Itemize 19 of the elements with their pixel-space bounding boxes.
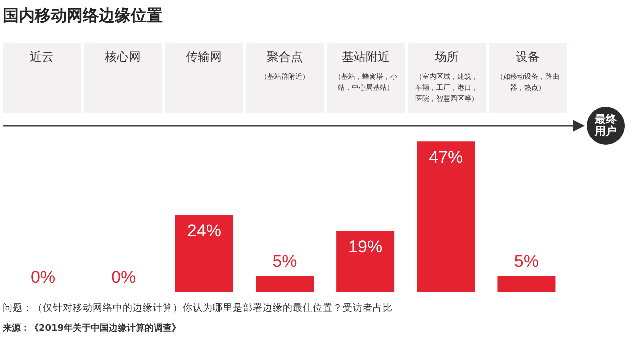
data-label: 5%	[514, 252, 540, 272]
data-label: 0%	[30, 268, 56, 288]
data-label: 0%	[112, 268, 136, 288]
bar	[417, 142, 476, 292]
data-label: 19%	[348, 237, 383, 256]
data-label: 5%	[272, 252, 298, 272]
chart-title: 国内移动网络边缘位置	[3, 6, 163, 27]
data-label: 47%	[429, 148, 464, 167]
data-label: 24%	[187, 221, 222, 240]
bar	[256, 276, 314, 292]
x-tick-label: 核心网	[104, 49, 142, 66]
text: 最终用户	[594, 113, 618, 138]
text: 问题：（仅针对移动网络中的边缘计算）你认为哪里是部署边缘的最佳位置？受访者占比	[3, 302, 393, 315]
source-note: 来源：《2019年关于中国边缘计算的调查》	[3, 322, 182, 335]
x-tick-label: 近云	[29, 49, 55, 66]
x-tick-label: 传输网	[185, 49, 223, 66]
bar	[498, 276, 556, 292]
bar	[175, 215, 234, 292]
bar	[336, 231, 395, 292]
